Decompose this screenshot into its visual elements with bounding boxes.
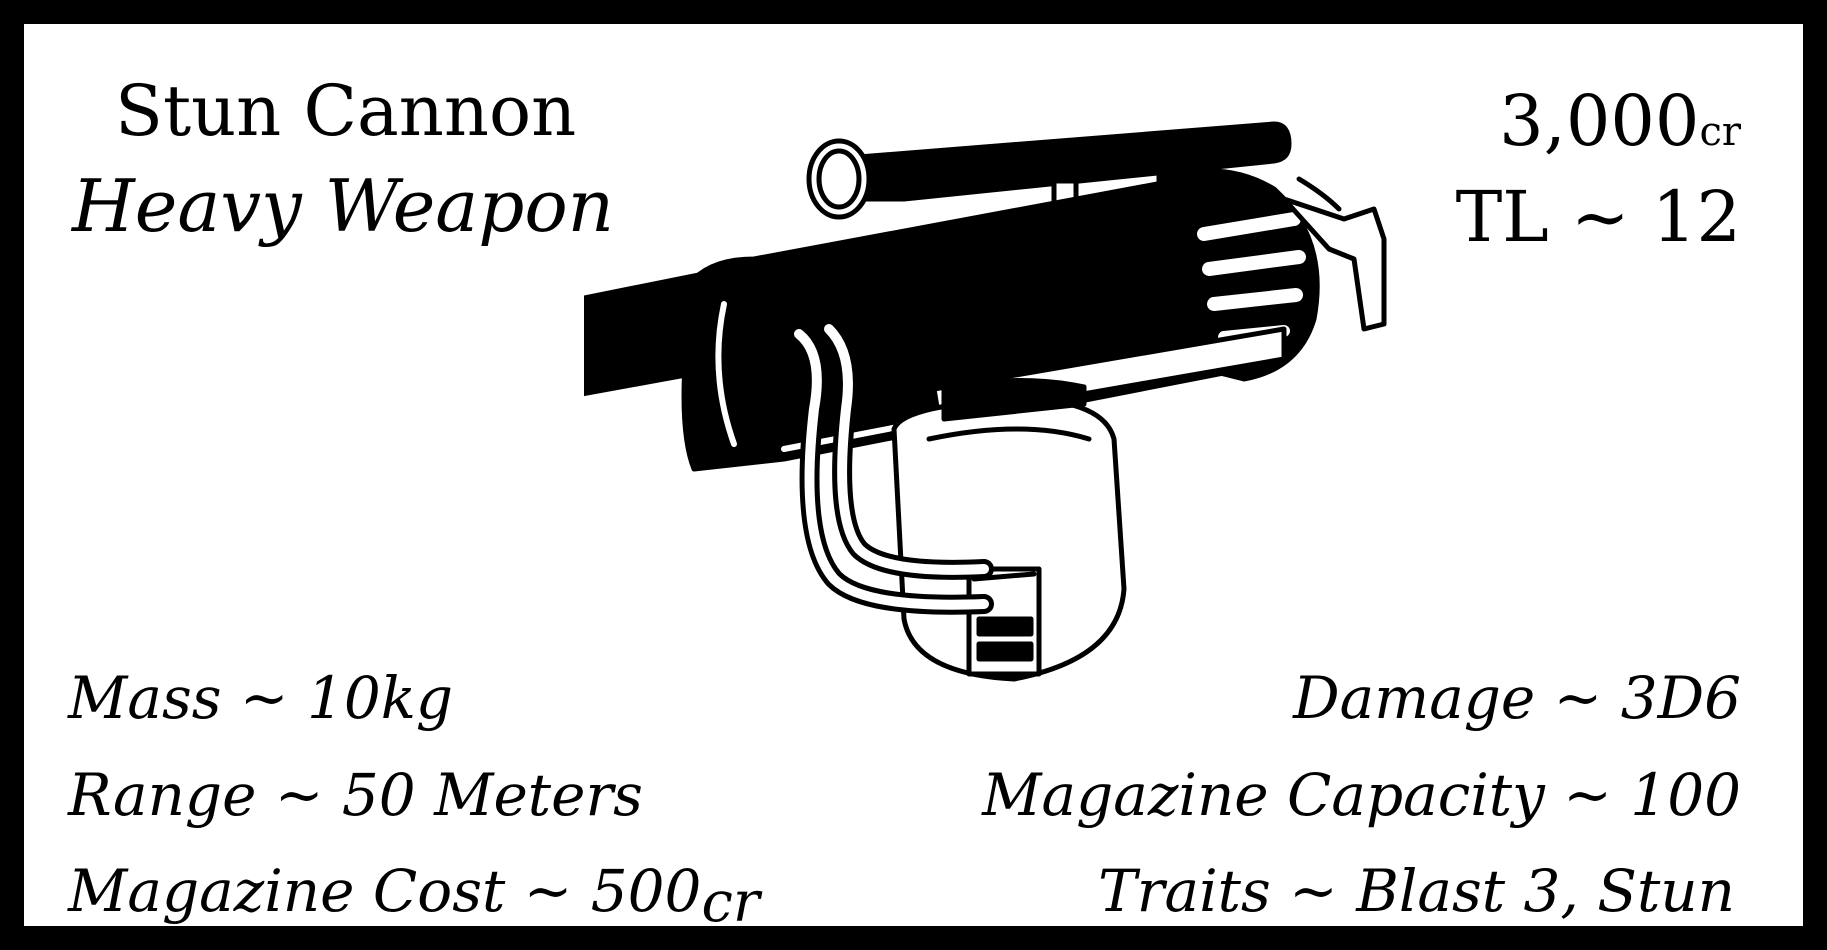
item-name: Stun Cannon	[115, 70, 577, 152]
magazine-cost-value: Magazine Cost ~ 500	[68, 857, 702, 925]
stat-range: Range ~ 50 Meters	[68, 761, 643, 829]
stat-mass: Mass ~ 10kg	[68, 664, 454, 732]
stat-traits: Traits ~ Blast 3, Stun	[1098, 857, 1735, 925]
tech-level: TL ~ 12	[1455, 176, 1741, 258]
item-category: Heavy Weapon	[72, 164, 615, 248]
price-value: 3,000	[1499, 80, 1700, 162]
rear-grip	[1281, 196, 1387, 332]
stun-cannon-illustration	[584, 121, 1387, 682]
magazine-cost-unit: cr	[701, 870, 760, 935]
item-price: 3,000cr	[1499, 86, 1741, 156]
stat-magazine-cost: Magazine Cost ~ 500cr	[68, 862, 760, 931]
muzzle-end	[584, 330, 589, 378]
price-unit: cr	[1699, 109, 1741, 155]
stat-magazine-capacity: Magazine Capacity ~ 100	[982, 761, 1741, 829]
scope-body	[831, 121, 1292, 202]
stat-damage: Damage ~ 3D6	[1293, 664, 1741, 732]
